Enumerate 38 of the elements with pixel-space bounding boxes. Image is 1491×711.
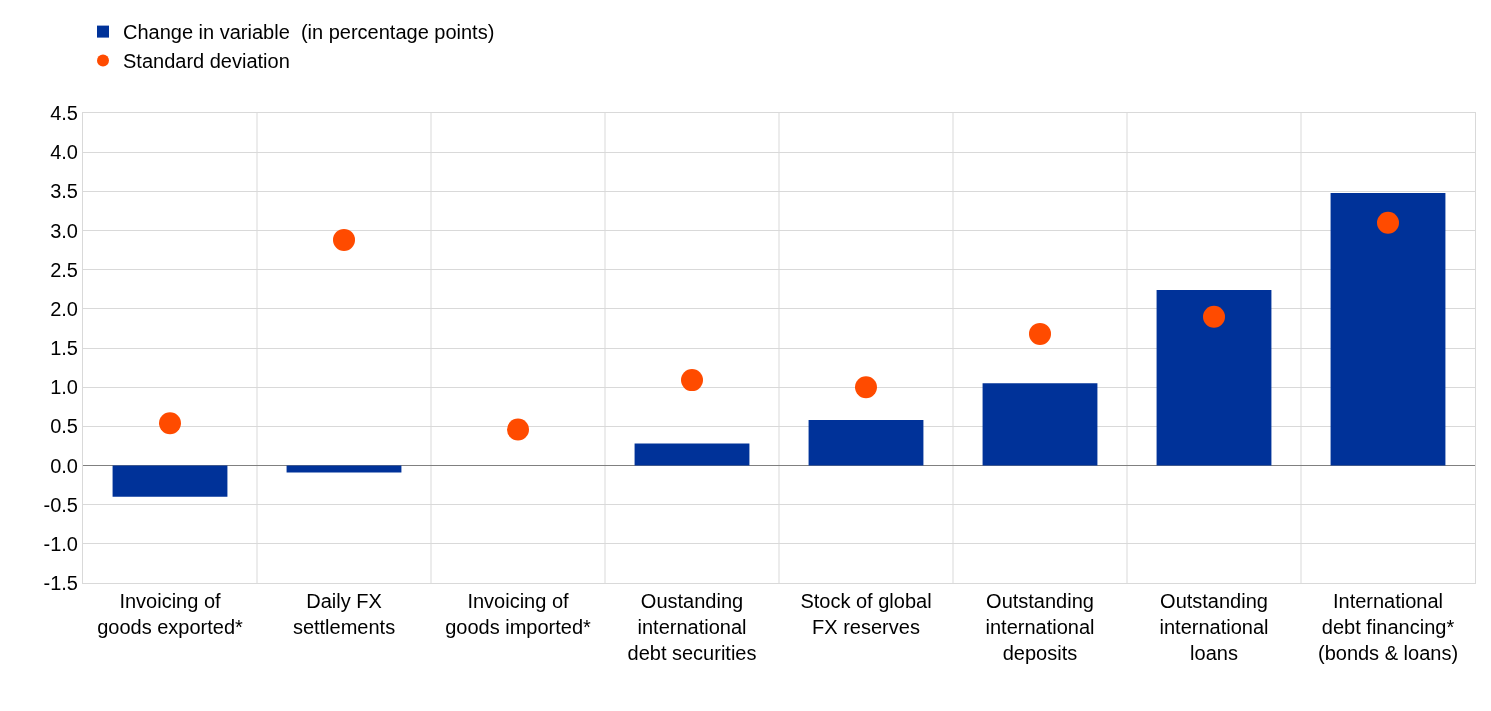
legend-label: Standard deviation	[123, 50, 290, 73]
point	[1377, 211, 1399, 234]
bar	[1156, 290, 1272, 466]
point	[333, 228, 355, 251]
bar	[982, 383, 1098, 466]
point	[1203, 305, 1225, 328]
point	[681, 369, 703, 392]
bar	[112, 465, 228, 497]
y-tick-label: -1.0	[43, 532, 78, 555]
x-tick-label: Outstanding international deposits	[985, 590, 1095, 664]
y-tick-label: 0.0	[50, 454, 78, 477]
y-tick-label: 3.5	[50, 180, 78, 203]
y-tick-label: -1.5	[43, 572, 78, 594]
y-tick-label: 2.0	[50, 297, 78, 320]
y-tick-label: 1.5	[50, 337, 78, 359]
point	[507, 418, 529, 441]
point	[1029, 322, 1051, 345]
x-tick-label: Daily FX settlements	[292, 590, 396, 638]
x-tick-label: Oustanding international debt securities	[627, 590, 757, 664]
x-tick-label: Outstanding international loans	[1159, 590, 1269, 664]
y-tick-label: 4.5	[50, 102, 78, 124]
x-tick-label: Invoicing of goods imported*	[445, 590, 592, 638]
y-tick-label: -0.5	[43, 493, 78, 516]
point	[855, 376, 877, 399]
legend-label: Change in variable (in percentage points)	[123, 21, 495, 44]
x-tick-label: Invoicing of goods exported*	[97, 590, 244, 638]
y-tick-label: 1.0	[50, 376, 78, 399]
bar	[808, 420, 924, 466]
bar	[634, 443, 750, 466]
point	[159, 412, 181, 435]
y-tick-label: 0.5	[50, 415, 78, 438]
bar	[286, 465, 402, 473]
y-tick-label: 4.0	[50, 141, 78, 164]
y-tick-label: 3.0	[50, 219, 78, 242]
bar	[1330, 192, 1446, 466]
y-tick-label: 2.5	[50, 258, 78, 281]
x-tick-label: International debt financing* (bonds & loans)	[1317, 590, 1459, 664]
x-tick-label: Stock of global FX reserves	[800, 590, 932, 638]
